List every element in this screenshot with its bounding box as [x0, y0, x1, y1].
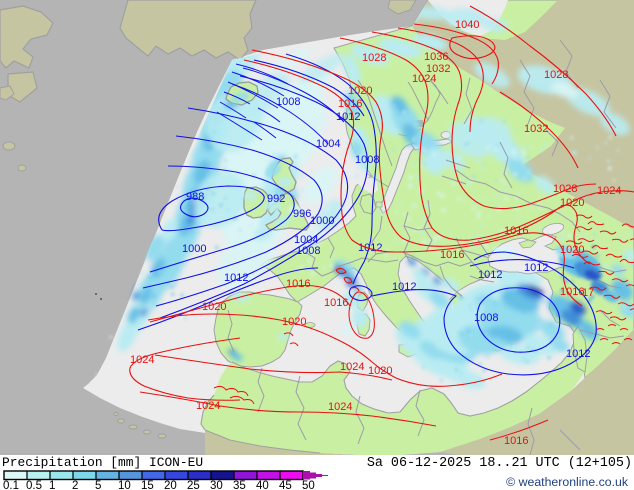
svg-text:1000: 1000	[310, 215, 334, 227]
svg-text:35: 35	[233, 480, 246, 490]
svg-text:Precipitation [mm] ICON-EU: Precipitation [mm] ICON-EU	[2, 455, 203, 470]
svg-text:1004: 1004	[316, 138, 340, 150]
svg-text:1016: 1016	[440, 249, 464, 261]
svg-text:50: 50	[302, 480, 315, 490]
svg-text:1012: 1012	[358, 242, 382, 254]
svg-text:1020: 1020	[368, 365, 392, 377]
svg-text:1012: 1012	[392, 281, 416, 293]
svg-text:Sa 06-12-2025 18..21 UTC (12+1: Sa 06-12-2025 18..21 UTC (12+105)	[367, 456, 632, 471]
svg-text:1: 1	[49, 480, 55, 490]
svg-text:1024: 1024	[328, 401, 352, 413]
svg-text:1016: 1016	[560, 286, 584, 298]
svg-text:996: 996	[293, 208, 311, 220]
svg-text:15: 15	[141, 480, 154, 490]
svg-text:1032: 1032	[426, 63, 450, 75]
svg-text:1024: 1024	[130, 354, 154, 366]
svg-text:40: 40	[256, 480, 269, 490]
svg-text:1020: 1020	[560, 244, 584, 256]
svg-text:1032: 1032	[524, 123, 548, 135]
svg-text:1016: 1016	[338, 98, 362, 110]
svg-text:1004: 1004	[294, 234, 318, 246]
svg-text:1000: 1000	[182, 243, 206, 255]
svg-text:988: 988	[186, 191, 204, 203]
svg-text:0.5: 0.5	[26, 480, 42, 490]
svg-text:0.1: 0.1	[3, 480, 19, 490]
svg-text:1016: 1016	[286, 278, 310, 290]
svg-text:1024: 1024	[412, 73, 436, 85]
svg-text:1028: 1028	[544, 69, 568, 81]
svg-text:1040: 1040	[455, 19, 479, 31]
svg-text:1008: 1008	[474, 312, 498, 324]
svg-text:1012: 1012	[524, 262, 548, 274]
svg-text:10: 10	[118, 480, 131, 490]
svg-text:1008: 1008	[296, 245, 320, 257]
svg-text:992: 992	[267, 193, 285, 205]
svg-text:1012: 1012	[224, 272, 248, 284]
svg-text:1036: 1036	[424, 51, 448, 63]
svg-text:20: 20	[164, 480, 177, 490]
svg-text:1024: 1024	[196, 400, 220, 412]
svg-text:17: 17	[582, 287, 594, 299]
svg-text:1008: 1008	[276, 96, 300, 108]
svg-text:25: 25	[187, 480, 200, 490]
svg-text:1024: 1024	[597, 185, 621, 197]
svg-text:1020: 1020	[560, 197, 584, 209]
svg-text:5: 5	[95, 480, 101, 490]
svg-text:1020: 1020	[282, 316, 306, 328]
svg-text:1016: 1016	[324, 297, 348, 309]
svg-text:1024: 1024	[340, 361, 364, 373]
svg-text:1028: 1028	[362, 52, 386, 64]
svg-text:1020: 1020	[348, 85, 372, 97]
svg-text:1020: 1020	[202, 301, 226, 313]
svg-text:1012: 1012	[566, 348, 590, 360]
svg-text:1012: 1012	[478, 269, 502, 281]
svg-text:1016: 1016	[504, 435, 528, 447]
svg-text:1028: 1028	[553, 183, 577, 195]
svg-text:© weatheronline.co.uk: © weatheronline.co.uk	[506, 475, 629, 489]
svg-text:2: 2	[72, 480, 78, 490]
svg-text:1008: 1008	[355, 154, 379, 166]
svg-text:30: 30	[210, 480, 223, 490]
svg-text:45: 45	[279, 480, 292, 490]
